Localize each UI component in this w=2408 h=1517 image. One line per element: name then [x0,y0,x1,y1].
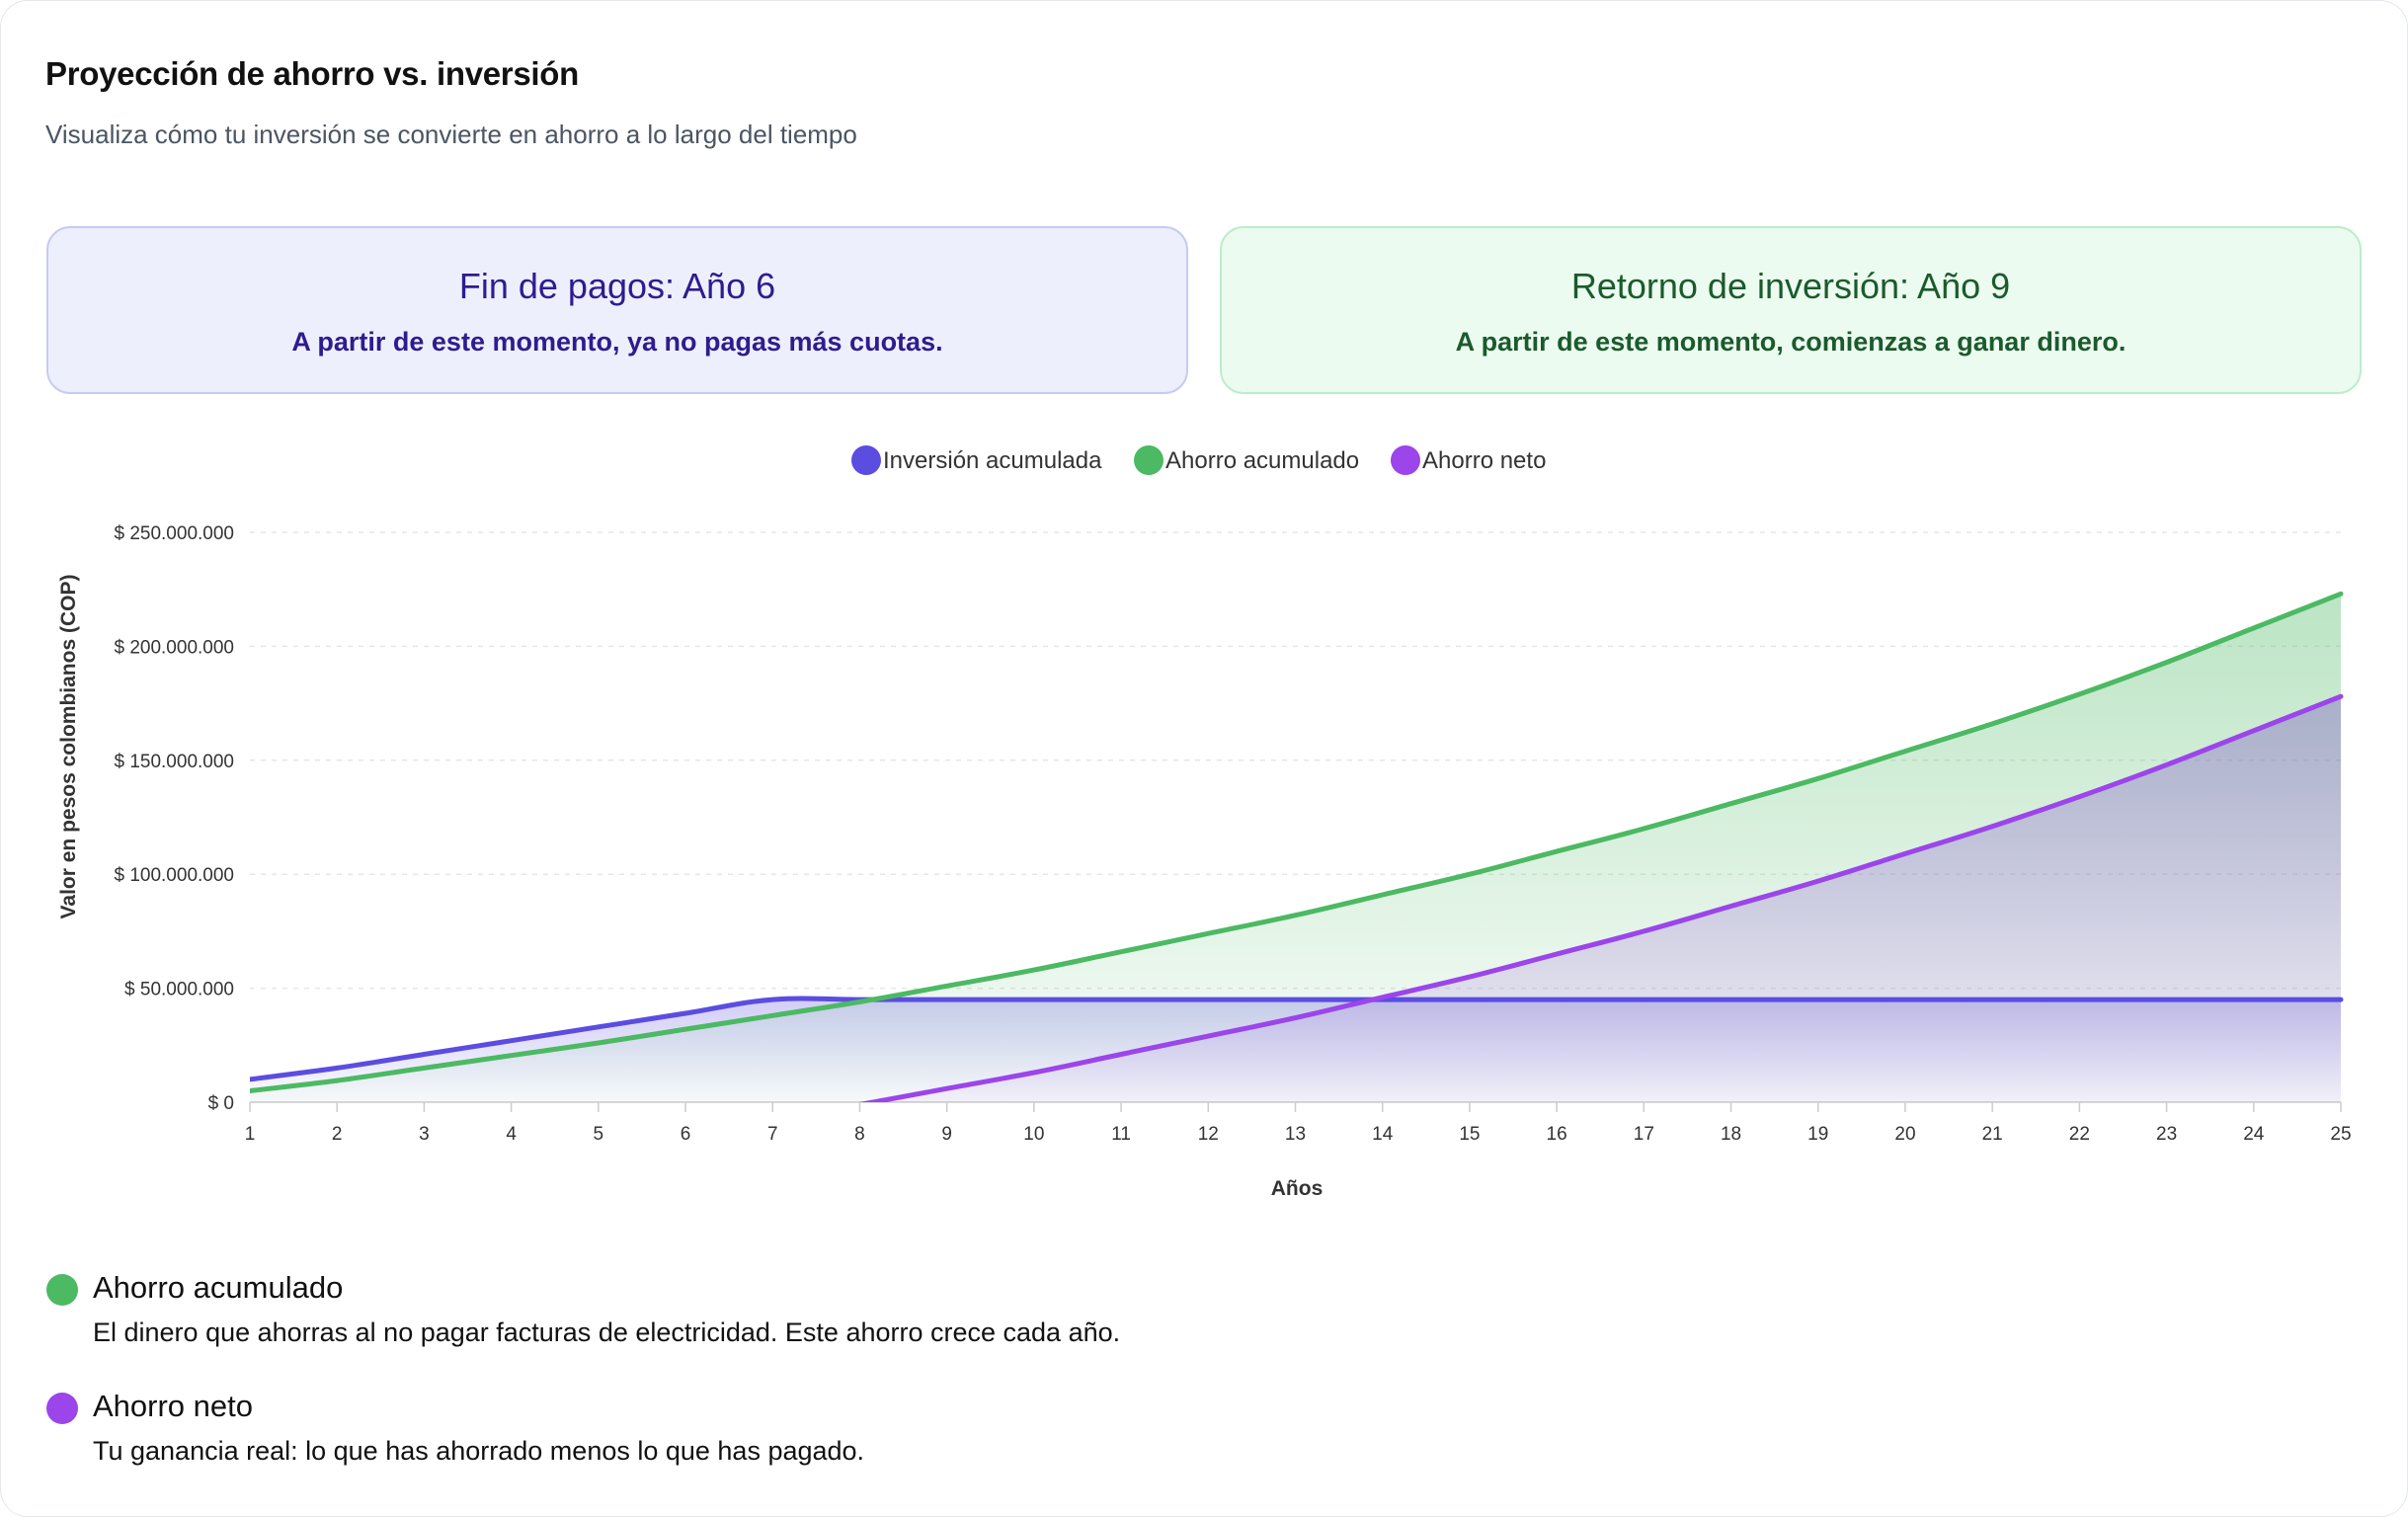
y-tick-label: $ 250.000.000 [114,523,234,544]
x-tick-label: 8 [854,1124,865,1145]
payments-end-description: A partir de este momento, ya no pagas má… [291,327,943,357]
y-axis-ticks: $ 0 $ 50.000.000 $ 100.000.000 $ 150.000.00… [114,523,234,1114]
series-areas [250,594,2341,1102]
x-tick-label: 21 [1982,1124,2003,1145]
explanation-description: El dinero que ahorras al no pagar factur… [93,1317,1121,1347]
legend-label: Ahorro neto [1422,447,1546,474]
projection-chart: $ 0 $ 50.000.000 $ 100.000.000 $ 150.000.00… [57,445,2352,1200]
y-tick-label: $ 150.000.000 [114,752,234,772]
x-tick-label: 20 [1894,1124,1915,1145]
x-tick-label: 6 [681,1124,691,1145]
x-tick-label: 17 [1634,1124,1654,1145]
y-tick-label: $ 200.000.000 [114,637,234,658]
explanation-title: Ahorro neto [93,1389,253,1423]
x-tick-label: 2 [332,1124,343,1145]
legend-label: Inversión acumulada [883,447,1102,474]
x-tick-label: 4 [506,1124,517,1145]
chart-legend: Inversión acumulada Ahorro acumulado Ahorr… [851,445,1546,475]
x-axis-title: Años [1271,1177,1324,1200]
series-lines [250,591,2344,1102]
x-tick-label: 9 [941,1124,952,1145]
x-tick-label: 24 [2243,1124,2265,1145]
x-tick-label: 10 [1023,1124,1044,1145]
roi-description: A partir de este momento, comienzas a ga… [1455,327,2127,357]
roi-title: Retorno de inversión: Año 9 [1570,266,2011,306]
x-tick-label: 22 [2069,1124,2090,1145]
y-axis-title: Valor en pesos colombianos (COP) [57,575,80,919]
explanation-title: Ahorro acumulado [93,1270,344,1305]
legend-swatch [1134,445,1164,475]
series-line-0 [250,996,2344,1082]
x-tick-label: 3 [419,1124,430,1145]
x-tick-label: 12 [1198,1124,1219,1145]
x-tick-label: 11 [1111,1124,1131,1145]
series-line-1 [250,591,2344,1093]
purple-dot-icon [46,1393,78,1424]
series-line-2 [858,693,2344,1102]
x-tick-label: 15 [1459,1124,1480,1145]
x-tick-label: 1 [245,1124,256,1145]
x-tick-label: 7 [767,1124,778,1145]
x-axis-ticks: 1 2 3 4 5 6 7 8 9 10 11 12 13 14 15 16 17 18 19 20 21 22 23 24 2… [245,1101,2352,1145]
card-subtitle: Visualiza cómo tu inversión se convierte… [45,120,857,149]
x-tick-label: 16 [1547,1124,1567,1145]
legend-swatch [1391,445,1420,475]
y-tick-label: $ 50.000.000 [124,980,234,1000]
legend-label: Ahorro acumulado [1165,447,1359,474]
explanation-description: Tu ganancia real: lo que has ahorrado me… [93,1436,865,1466]
green-dot-icon [46,1274,78,1306]
legend-item[interactable]: Inversión acumulada [851,445,1102,475]
x-tick-label: 13 [1285,1124,1306,1145]
series-area-1 [250,594,2341,1102]
x-tick-label: 19 [1807,1124,1828,1145]
y-tick-label: $ 0 [208,1093,234,1114]
x-tick-label: 14 [1372,1124,1394,1145]
roi-box: Retorno de inversión: Año 9 A partir de … [1220,226,2362,394]
card-title: Proyección de ahorro vs. inversión [45,55,579,92]
y-tick-label: $ 100.000.000 [114,865,234,886]
legend-item[interactable]: Ahorro acumulado [1134,445,1359,475]
x-tick-label: 18 [1721,1124,1741,1145]
x-tick-label: 23 [2156,1124,2177,1145]
x-tick-label: 5 [594,1124,604,1145]
legend-item[interactable]: Ahorro neto [1391,445,1546,475]
payments-end-title: Fin de pagos: Año 6 [458,266,776,306]
payments-end-box: Fin de pagos: Año 6 A partir de este mom… [46,226,1188,394]
legend-swatch [851,445,881,475]
x-tick-label: 25 [2330,1124,2351,1145]
